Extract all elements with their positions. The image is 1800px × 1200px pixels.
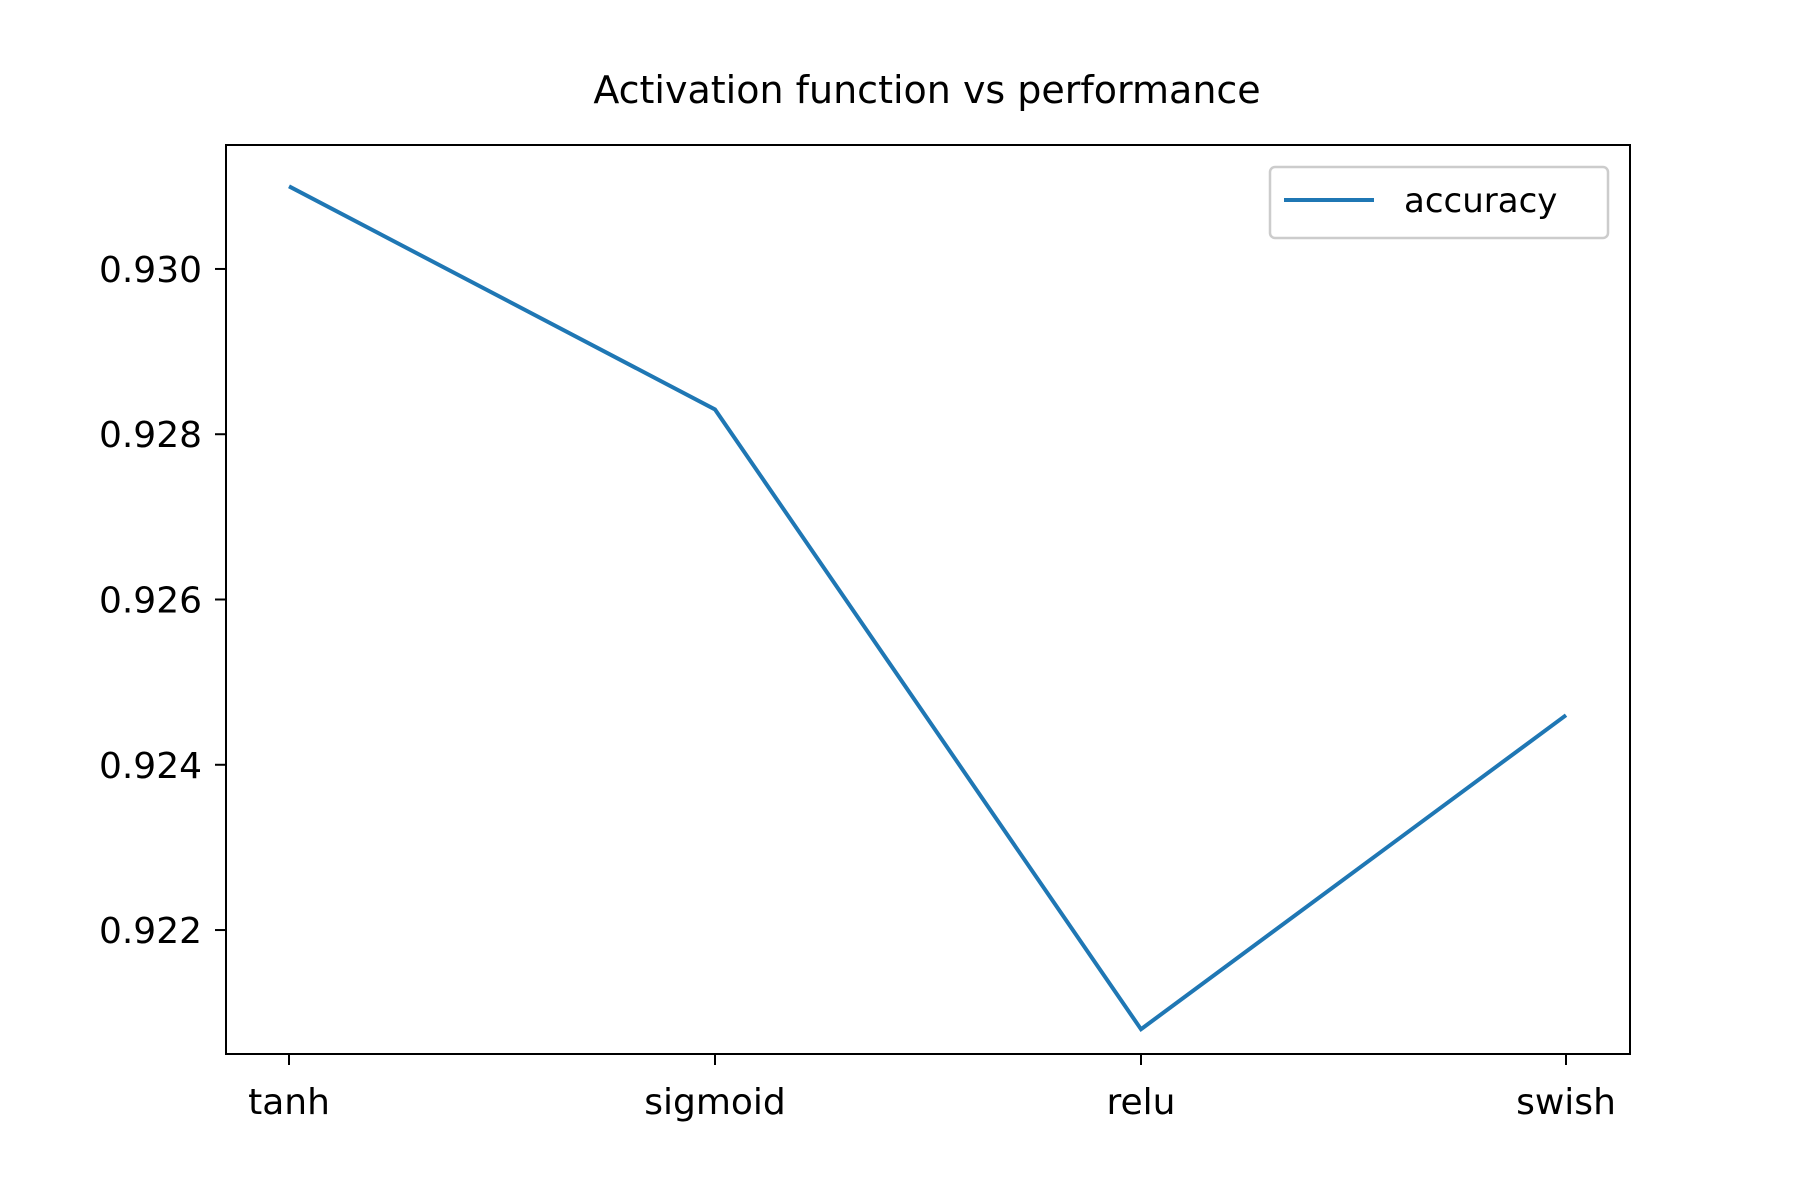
y-axis-ticks: 0.922 0.924 0.926 0.928 0.930 <box>99 250 226 952</box>
legend-box <box>1268 165 1610 240</box>
x-axis-ticks: tanh sigmoid relu swish <box>248 1054 1616 1123</box>
x-tick-label-sigmoid: sigmoid <box>644 1082 786 1123</box>
y-tick-label-0.926: 0.926 <box>99 581 202 622</box>
y-tick-label-0.928: 0.928 <box>99 415 202 456</box>
chart-title: Activation function vs performance <box>593 68 1260 112</box>
plot-frame <box>225 144 1631 1055</box>
series-line-accuracy <box>288 184 1568 1033</box>
y-tick-label-0.924: 0.924 <box>99 746 202 787</box>
y-tick-label-0.930: 0.930 <box>99 250 202 291</box>
x-tick-label-swish: swish <box>1516 1082 1616 1123</box>
x-tick-label-tanh: tanh <box>248 1082 330 1123</box>
legend: accuracy <box>1268 165 1610 240</box>
x-tick-label-relu: relu <box>1107 1082 1176 1123</box>
y-tick-label-0.922: 0.922 <box>99 911 202 952</box>
series-layer <box>288 184 1568 1033</box>
legend-label-accuracy: accuracy <box>1404 181 1557 221</box>
